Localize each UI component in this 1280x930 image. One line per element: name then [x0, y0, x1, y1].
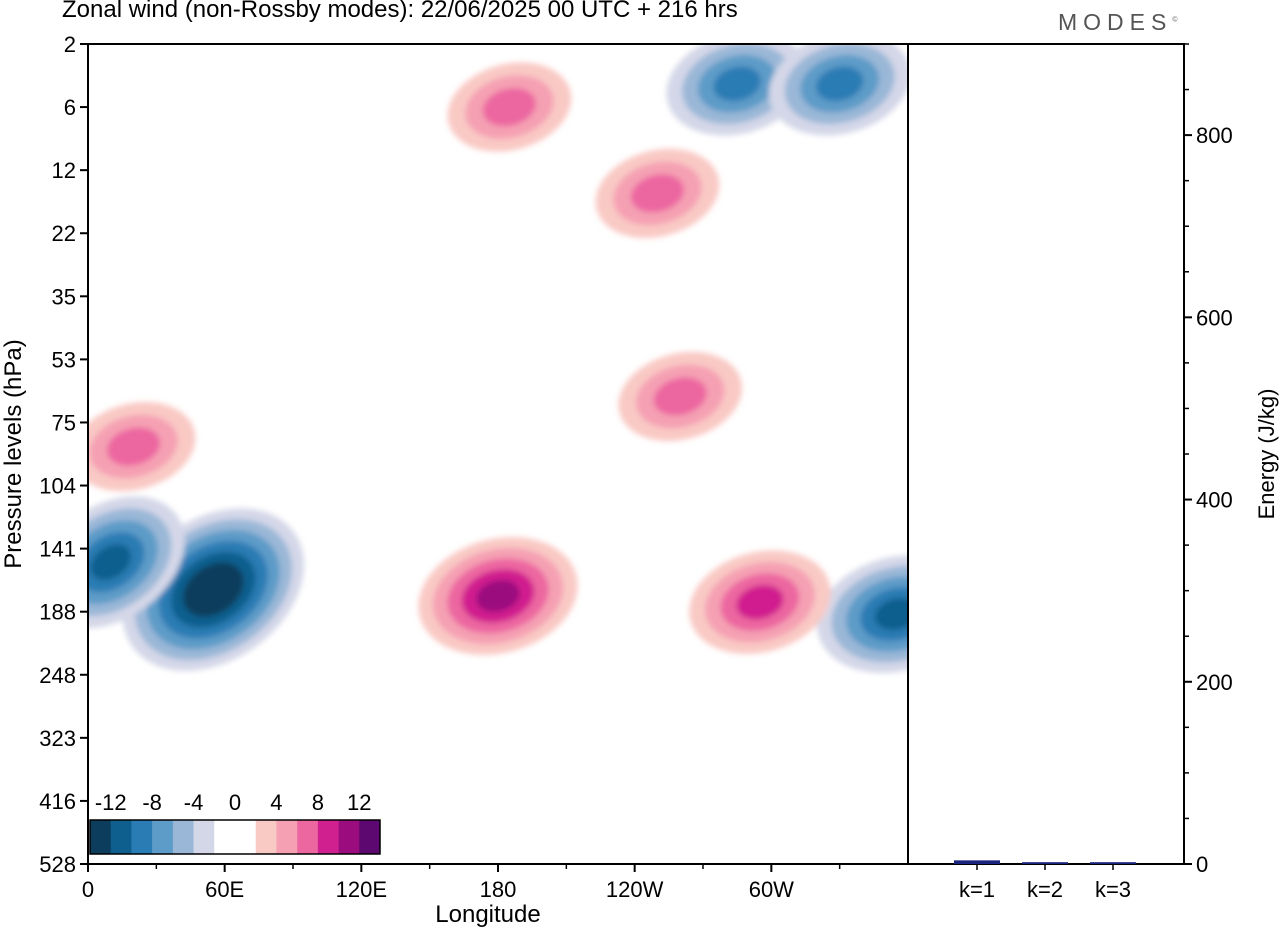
y-tick-label: 35	[52, 284, 76, 309]
wind-feature-negative	[666, 44, 808, 136]
colorbar-swatch	[255, 820, 277, 854]
x-tick-label: 180	[480, 877, 517, 902]
contour-band	[482, 87, 536, 127]
colorbar-tick-label: -8	[142, 790, 162, 815]
y-tick-label: 53	[52, 347, 76, 372]
contour-band	[816, 66, 864, 102]
y-tick-label: 416	[39, 789, 76, 814]
colorbar-swatch	[214, 820, 236, 854]
wind-feature-negative	[816, 555, 908, 674]
bar-category-label: k=2	[1027, 877, 1063, 902]
y-tick-label: 75	[52, 410, 76, 435]
chart-title: Zonal wind (non-Rossby modes): 22/06/202…	[62, 0, 738, 23]
colorbar-swatch	[131, 820, 153, 854]
y-tick-label: 12	[52, 158, 76, 183]
energy-bar	[1090, 862, 1136, 864]
x-tick-label: 60E	[205, 877, 244, 902]
colorbar-tick-label: 8	[312, 790, 324, 815]
colorbar-swatch	[317, 820, 339, 854]
colorbar-tick-label: -12	[95, 790, 127, 815]
colorbar-tick-label: -4	[184, 790, 204, 815]
colorbar-tick-label: 4	[270, 790, 282, 815]
x-tick-label: 120W	[606, 877, 664, 902]
wind-feature-negative	[88, 496, 185, 629]
colorbar-tick-label: 12	[347, 790, 371, 815]
wind-feature-positive	[418, 537, 578, 655]
colorbar-frame	[89, 819, 381, 855]
y-tick-label: 528	[39, 852, 76, 877]
brand-text: MODES	[1058, 9, 1173, 35]
contour-band	[107, 427, 161, 466]
colorbar-swatch	[235, 820, 257, 854]
bar-frame	[907, 43, 1185, 865]
y-tick-label: 141	[39, 537, 76, 562]
energy-bar-panel: 0 200 400 600 800 Energy (J/kg) k=1 k=2 k=3	[907, 43, 1279, 902]
contour-band	[630, 174, 684, 213]
colorbar-swatch	[359, 820, 381, 854]
colorbar-tick-label: 0	[229, 790, 241, 815]
colorbar-swatch	[276, 820, 298, 854]
x-axis-label: Longitude	[435, 901, 540, 928]
energy-tick-label: 0	[1196, 852, 1208, 877]
y-tick-label: 22	[52, 221, 76, 246]
colorbar-swatch	[297, 820, 319, 854]
colorbar-swatch	[110, 820, 132, 854]
heatmap-contours	[88, 44, 908, 674]
wind-feature-positive	[689, 550, 831, 654]
heatmap-background	[88, 44, 908, 864]
x-tick-label: 120E	[336, 877, 387, 902]
wind-feature-negative	[768, 44, 908, 136]
contour-band	[713, 66, 761, 102]
y-tick-label: 248	[39, 663, 76, 688]
bar-category-label: k=1	[959, 877, 995, 902]
y-tick-label: 6	[64, 95, 76, 120]
brand-mark: ©	[1172, 16, 1178, 24]
x-tick-label: 60W	[749, 877, 794, 902]
contour-band	[195, 573, 232, 606]
contour-band	[90, 544, 131, 581]
brand-logo: MODES©	[1058, 9, 1178, 36]
colorbar-swatch	[193, 820, 215, 854]
colorbar-swatch	[90, 820, 112, 854]
wind-feature-positive	[618, 351, 743, 442]
colorbar-swatch	[172, 820, 194, 854]
colorbar: -12 -8 -4 0 4 8 12	[89, 790, 381, 855]
y-axis-label: Pressure levels (hPa)	[0, 339, 27, 568]
colorbar-swatch	[152, 820, 174, 854]
y-tick-label: 104	[39, 474, 76, 499]
energy-axis-label: Energy (J/kg)	[1254, 389, 1279, 520]
heatmap-field	[88, 44, 908, 864]
wind-feature-positive	[88, 401, 196, 492]
y-tick-label: 188	[39, 600, 76, 625]
contour-band	[653, 377, 707, 416]
wind-feature-positive	[447, 62, 572, 152]
y-tick-label: 2	[64, 32, 76, 57]
wind-feature-positive	[595, 148, 720, 238]
energy-tick-label: 600	[1196, 305, 1233, 330]
contour-band	[476, 579, 520, 613]
energy-bar	[1022, 862, 1068, 864]
bar-category-label: k=3	[1095, 877, 1131, 902]
energy-tick-label: 800	[1196, 123, 1233, 148]
energy-tick-label: 400	[1196, 488, 1233, 513]
contour-band	[736, 584, 784, 620]
colorbar-swatch	[338, 820, 360, 854]
energy-bar	[954, 860, 1000, 864]
energy-tick-label: 200	[1196, 670, 1233, 695]
x-tick-label: 0	[82, 877, 94, 902]
y-tick-label: 323	[39, 726, 76, 751]
